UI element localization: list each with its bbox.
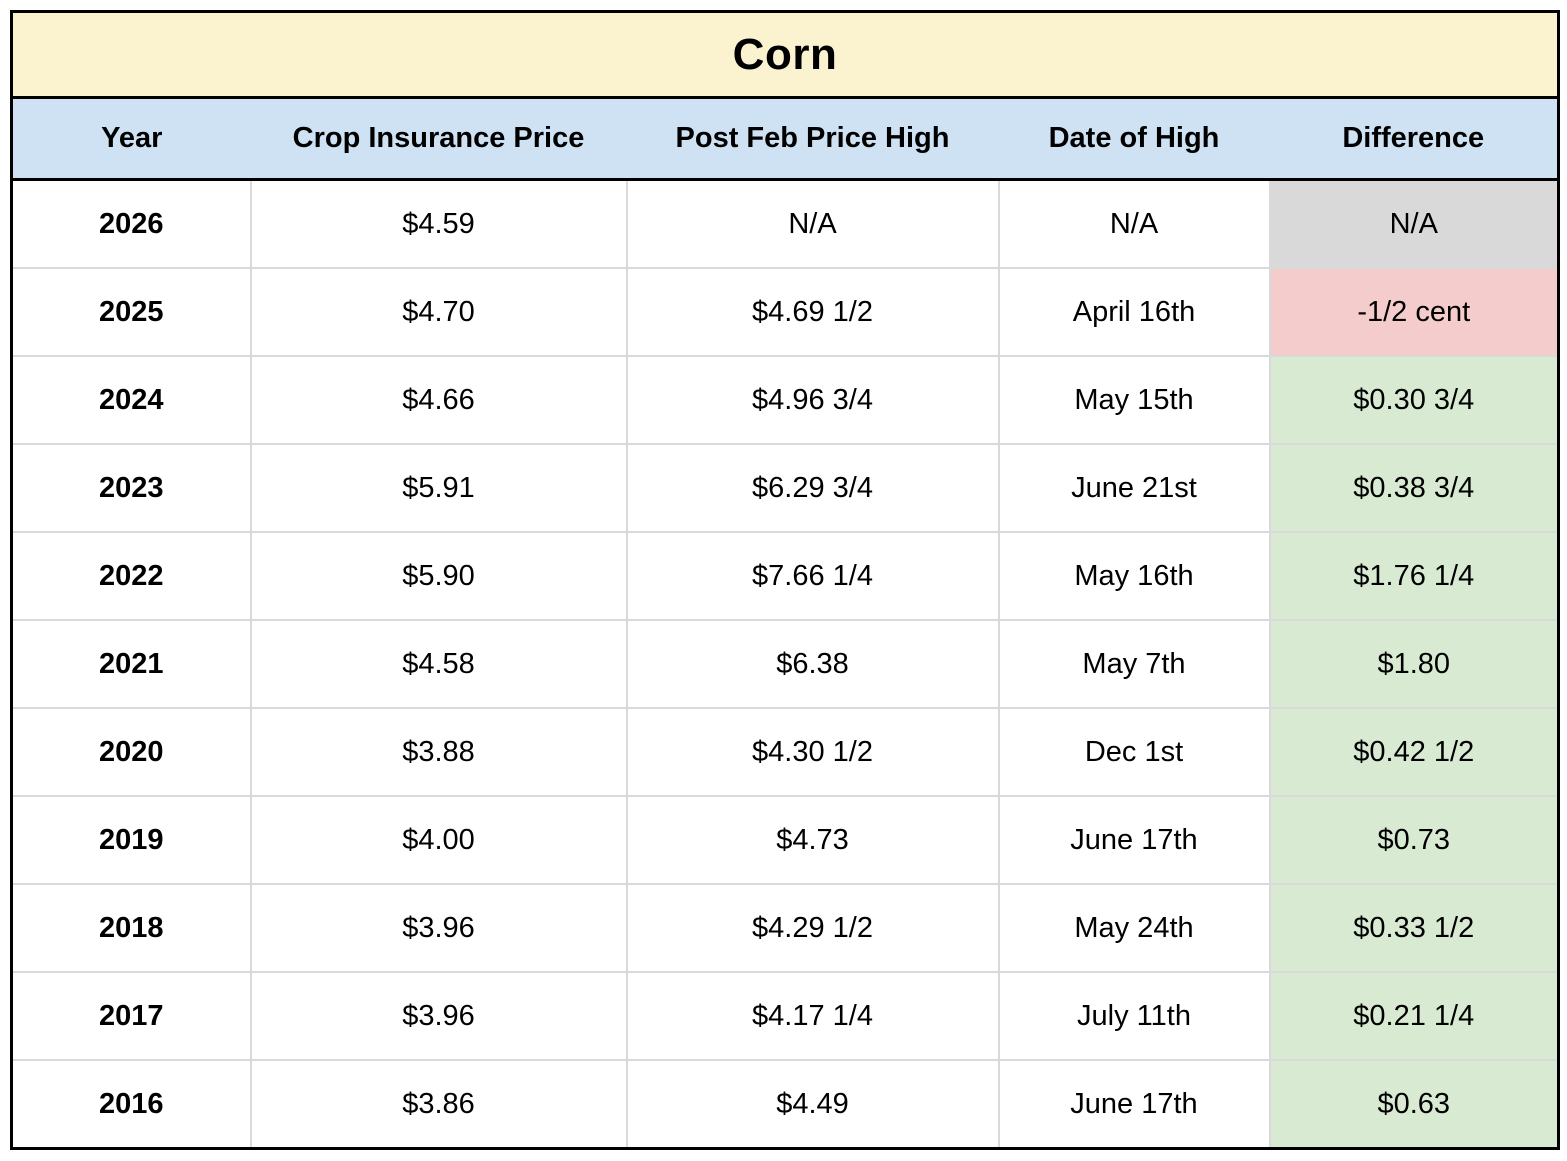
insurance-price-cell: $4.70	[249, 267, 628, 357]
post-feb-high-cell: $4.29 1/2	[625, 883, 1000, 973]
difference-cell: $0.33 1/2	[1268, 883, 1560, 973]
table-row-2023: 2023 $5.91 $6.29 3/4 June 21st $0.38 3/4	[10, 443, 1560, 533]
table-row-2016: 2016 $3.86 $4.49 June 17th $0.63	[10, 1059, 1560, 1150]
year-cell: 2022	[10, 531, 252, 621]
column-header-post-feb-price-high: Post Feb Price High	[626, 97, 999, 181]
table-row-2017: 2017 $3.96 $4.17 1/4 July 11th $0.21 1/4	[10, 971, 1560, 1061]
insurance-price-cell: $4.59	[249, 178, 628, 269]
table-row-2024: 2024 $4.66 $4.96 3/4 May 15th $0.30 3/4	[10, 355, 1560, 445]
table-row-2025: 2025 $4.70 $4.69 1/2 April 16th -1/2 cen…	[10, 267, 1560, 357]
difference-cell: $0.30 3/4	[1268, 355, 1560, 445]
date-of-high-cell: June 17th	[997, 1059, 1271, 1150]
post-feb-high-cell: $4.30 1/2	[625, 707, 1000, 797]
year-cell: 2017	[10, 971, 252, 1061]
year-cell: 2026	[10, 178, 252, 269]
date-of-high-cell: May 15th	[997, 355, 1271, 445]
difference-cell: $0.21 1/4	[1268, 971, 1560, 1061]
insurance-price-cell: $4.58	[249, 619, 628, 709]
difference-cell: $1.80	[1268, 619, 1560, 709]
date-of-high-cell: April 16th	[997, 267, 1271, 357]
date-of-high-cell: May 24th	[997, 883, 1271, 973]
table-row-2026: 2026 $4.59 N/A N/A N/A	[10, 178, 1560, 269]
post-feb-high-cell: $6.38	[625, 619, 1000, 709]
table-row-2020: 2020 $3.88 $4.30 1/2 Dec 1st $0.42 1/2	[10, 707, 1560, 797]
table-row-2021: 2021 $4.58 $6.38 May 7th $1.80	[10, 619, 1560, 709]
corn-price-table: Corn Year Crop Insurance Price Post Feb …	[10, 10, 1560, 1150]
insurance-price-cell: $4.00	[249, 795, 628, 885]
difference-cell: $0.73	[1268, 795, 1560, 885]
post-feb-high-cell: $4.69 1/2	[625, 267, 1000, 357]
year-cell: 2025	[10, 267, 252, 357]
year-cell: 2020	[10, 707, 252, 797]
insurance-price-cell: $5.90	[249, 531, 628, 621]
year-cell: 2019	[10, 795, 252, 885]
insurance-price-cell: $4.66	[249, 355, 628, 445]
year-cell: 2018	[10, 883, 252, 973]
insurance-price-cell: $3.88	[249, 707, 628, 797]
post-feb-high-cell: $7.66 1/4	[625, 531, 1000, 621]
table-title: Corn	[11, 11, 1559, 99]
table-row-2022: 2022 $5.90 $7.66 1/4 May 16th $1.76 1/4	[10, 531, 1560, 621]
year-cell: 2021	[10, 619, 252, 709]
post-feb-high-cell: $4.96 3/4	[625, 355, 1000, 445]
difference-cell: $0.42 1/2	[1268, 707, 1560, 797]
insurance-price-cell: $3.86	[249, 1059, 628, 1150]
column-header-difference: Difference	[1269, 97, 1559, 181]
insurance-price-cell: $3.96	[249, 883, 628, 973]
date-of-high-cell: Dec 1st	[997, 707, 1271, 797]
date-of-high-cell: June 17th	[997, 795, 1271, 885]
post-feb-high-cell: $6.29 3/4	[625, 443, 1000, 533]
table-row-2019: 2019 $4.00 $4.73 June 17th $0.73	[10, 795, 1560, 885]
difference-cell: $1.76 1/4	[1268, 531, 1560, 621]
difference-cell: N/A	[1268, 178, 1560, 269]
post-feb-high-cell: $4.17 1/4	[625, 971, 1000, 1061]
table-row-2018: 2018 $3.96 $4.29 1/2 May 24th $0.33 1/2	[10, 883, 1560, 973]
column-header-date-of-high: Date of High	[998, 97, 1270, 181]
date-of-high-cell: May 16th	[997, 531, 1271, 621]
difference-cell: -1/2 cent	[1268, 267, 1560, 357]
post-feb-high-cell: N/A	[625, 178, 1000, 269]
post-feb-high-cell: $4.73	[625, 795, 1000, 885]
column-header-year: Year	[11, 97, 251, 181]
insurance-price-cell: $3.96	[249, 971, 628, 1061]
post-feb-high-cell: $4.49	[625, 1059, 1000, 1150]
column-header-crop-insurance-price: Crop Insurance Price	[250, 97, 627, 181]
date-of-high-cell: June 21st	[997, 443, 1271, 533]
title-row: Corn	[11, 11, 1559, 99]
date-of-high-cell: N/A	[997, 178, 1271, 269]
difference-cell: $0.38 3/4	[1268, 443, 1560, 533]
year-cell: 2024	[10, 355, 252, 445]
difference-cell: $0.63	[1268, 1059, 1560, 1150]
header-row: Year Crop Insurance Price Post Feb Price…	[11, 97, 1559, 181]
date-of-high-cell: July 11th	[997, 971, 1271, 1061]
year-cell: 2023	[10, 443, 252, 533]
insurance-price-cell: $5.91	[249, 443, 628, 533]
year-cell: 2016	[10, 1059, 252, 1150]
date-of-high-cell: May 7th	[997, 619, 1271, 709]
